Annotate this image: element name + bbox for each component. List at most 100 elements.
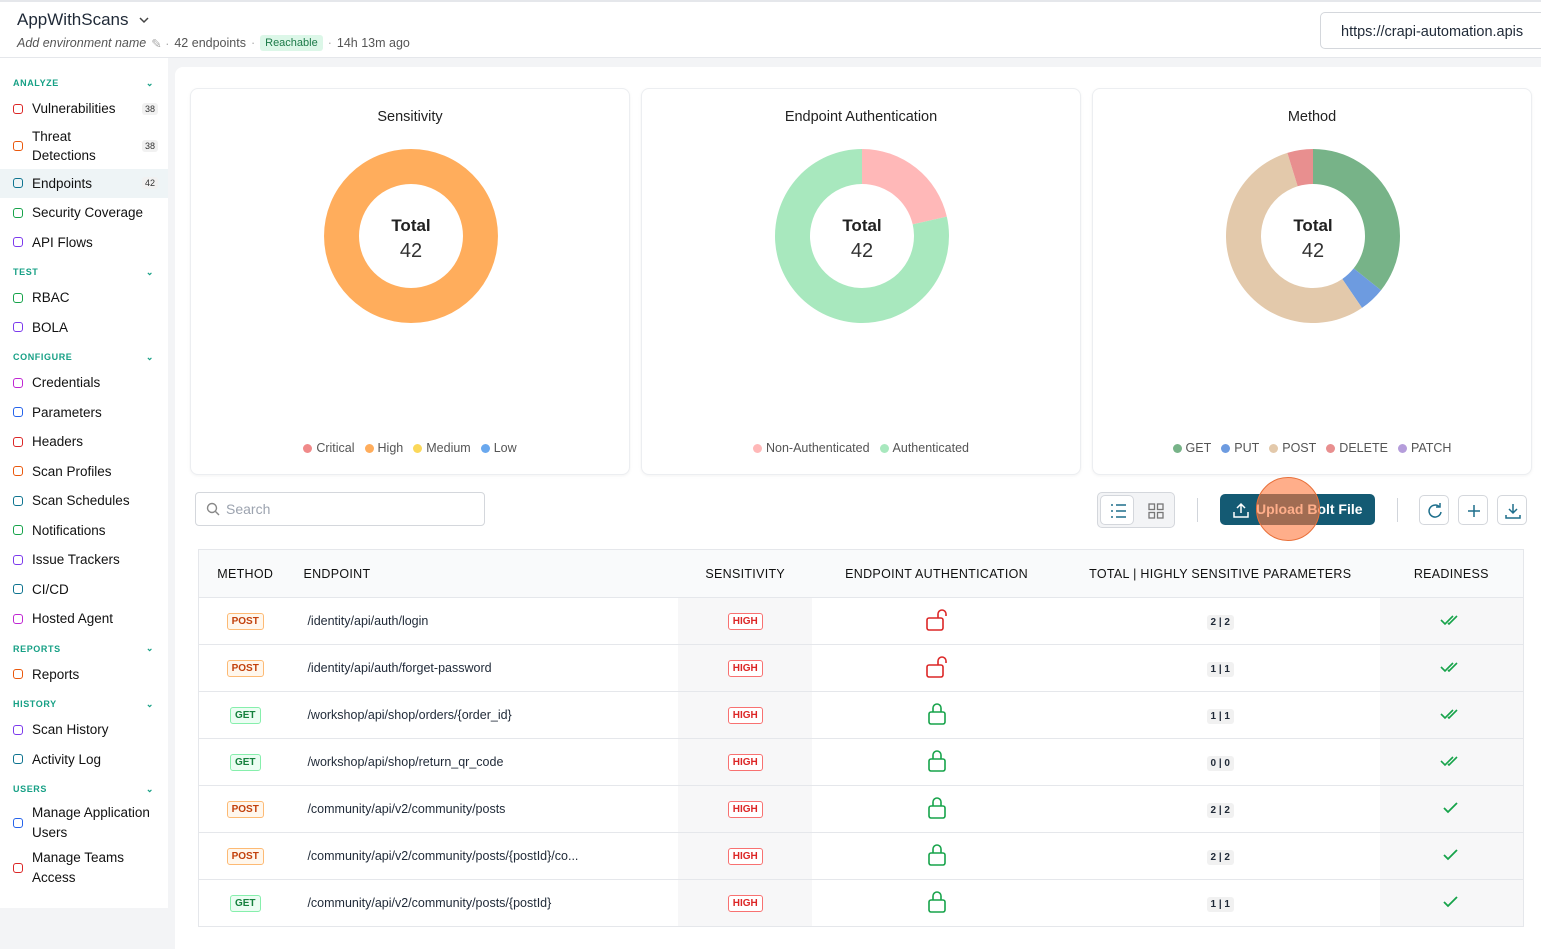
- endpoint-cell: /community/api/v2/community/posts/{postI…: [291, 879, 679, 927]
- collapse-icon[interactable]: ⌄: [145, 266, 154, 277]
- nav-icon: [13, 525, 23, 536]
- parameters-count: 1 | 1: [1206, 897, 1234, 912]
- add-button[interactable]: [1458, 495, 1488, 525]
- nav-item[interactable]: Scan Profiles: [0, 457, 168, 487]
- legend-entry[interactable]: Medium: [413, 441, 471, 455]
- sensitivity-cell: HIGH: [678, 832, 813, 880]
- column-header[interactable]: METHOD: [198, 549, 292, 598]
- center-label: Total: [1293, 216, 1332, 235]
- collapse-icon[interactable]: ⌄: [145, 351, 154, 362]
- legend-entry[interactable]: DELETE: [1326, 441, 1388, 455]
- column-header[interactable]: READINESS: [1379, 549, 1524, 598]
- list-view-button[interactable]: [1100, 495, 1134, 525]
- donut-segment: [1287, 149, 1313, 187]
- auth-cell: [812, 832, 1061, 880]
- nav-item[interactable]: Endpoints 42: [0, 168, 168, 198]
- center-value: 42: [851, 240, 873, 262]
- column-header[interactable]: TOTAL | HIGHLY SENSITIVE PARAMETERS: [1060, 549, 1380, 598]
- donut-segment: [1342, 268, 1382, 308]
- grid-view-button[interactable]: [1147, 502, 1165, 520]
- refresh-button[interactable]: [1419, 495, 1449, 525]
- collapse-icon[interactable]: ⌄: [145, 77, 154, 88]
- legend-entry[interactable]: Low: [480, 441, 517, 455]
- column-header[interactable]: SENSITIVITY: [678, 549, 813, 598]
- sensitivity-badge: HIGH: [727, 894, 763, 912]
- auth-icon: [924, 655, 950, 683]
- nav-item[interactable]: Security Coverage: [0, 198, 168, 228]
- nav-item[interactable]: Scan Schedules: [0, 486, 168, 516]
- legend-entry[interactable]: POST: [1269, 441, 1316, 455]
- table-row[interactable]: GET/community/api/v2/community/posts/{po…: [198, 879, 1524, 927]
- legend-entry[interactable]: Authenticated: [879, 441, 969, 455]
- nav-item[interactable]: Parameters: [0, 398, 168, 428]
- table-row[interactable]: GET/workshop/api/shop/orders/{order_id} H…: [198, 691, 1524, 739]
- nav-item[interactable]: API Flows: [0, 228, 168, 258]
- nav-item[interactable]: Threat Detections 38: [0, 124, 168, 169]
- nav-item[interactable]: Notifications: [0, 516, 168, 546]
- legend-entry[interactable]: Critical: [303, 441, 355, 455]
- method-cell: POST: [198, 785, 292, 833]
- nav-item[interactable]: Credentials: [0, 368, 168, 398]
- dropdown-icon[interactable]: [138, 15, 150, 25]
- auth-cell: [812, 644, 1061, 692]
- readiness-cell: [1379, 597, 1524, 645]
- download-button[interactable]: [1497, 495, 1527, 525]
- column-header[interactable]: ENDPOINT AUTHENTICATION: [812, 549, 1061, 598]
- legend-entry[interactable]: High: [364, 441, 403, 455]
- collapse-icon[interactable]: ⌄: [145, 698, 154, 709]
- legend-label: Low: [493, 441, 517, 455]
- url-box[interactable]: https://crapi-automation.apis: [1320, 12, 1541, 49]
- readiness-cell: [1379, 879, 1524, 927]
- endpoint-cell: /workshop/api/shop/return_qr_code: [291, 738, 679, 786]
- table-row[interactable]: POST/community/api/v2/community/posts HIG…: [198, 785, 1524, 833]
- section-title: CONFIGURE ⌄: [0, 346, 168, 368]
- legend-entry[interactable]: GET: [1172, 441, 1211, 455]
- nav-item[interactable]: Activity Log: [0, 745, 168, 775]
- nav-item[interactable]: BOLA: [0, 313, 168, 343]
- legend-entry[interactable]: PATCH: [1397, 441, 1451, 455]
- nav-item[interactable]: CI/CD: [0, 575, 168, 605]
- nav-item[interactable]: Scan History: [0, 715, 168, 745]
- table-row[interactable]: POST/community/api/v2/community/posts/{p…: [198, 832, 1524, 880]
- nav-item[interactable]: Manage Teams Access: [0, 845, 168, 890]
- upload-icon: [1233, 502, 1249, 518]
- separator: ·: [327, 36, 332, 50]
- search-placeholder: Search: [226, 501, 271, 517]
- legend-entry[interactable]: Non-Authenticated: [753, 441, 870, 455]
- app-title[interactable]: AppWithScans: [17, 10, 129, 29]
- collapse-icon[interactable]: ⌄: [145, 643, 154, 653]
- legend-label: Non-Authenticated: [766, 441, 870, 455]
- table-row[interactable]: GET/workshop/api/shop/return_qr_code HIGH…: [198, 738, 1524, 786]
- sensitivity-cell: HIGH: [678, 644, 813, 692]
- nav-item[interactable]: Vulnerabilities 38: [0, 94, 168, 124]
- table-row[interactable]: POST/identity/api/auth/forget-password HI…: [198, 644, 1524, 692]
- search-input[interactable]: Search: [195, 492, 485, 526]
- environment[interactable]: Add environment name: [17, 36, 147, 50]
- readiness-cell: [1379, 691, 1524, 739]
- nav-label: Activity Log: [32, 751, 102, 767]
- donut-chart: Total 42: [1226, 149, 1400, 323]
- method-badge: POST: [226, 612, 264, 630]
- auth-icon: [924, 890, 950, 918]
- nav-label: Parameters: [32, 404, 102, 420]
- nav-label: Manage Application Users: [32, 805, 150, 840]
- readiness-icon: [1440, 614, 1462, 630]
- nav-label: BOLA: [32, 319, 69, 335]
- nav-item[interactable]: Hosted Agent: [0, 604, 168, 634]
- nav-item[interactable]: Issue Trackers: [0, 545, 168, 575]
- nav-item[interactable]: RBAC: [0, 283, 168, 313]
- nav-icon: [13, 584, 23, 595]
- legend-swatch: [303, 444, 313, 453]
- legend-swatch: [1221, 444, 1231, 453]
- legend-entry[interactable]: PUT: [1221, 441, 1259, 455]
- nav-item[interactable]: Headers: [0, 427, 168, 457]
- column-header[interactable]: ENDPOINT: [291, 549, 679, 598]
- collapse-icon[interactable]: ⌄: [145, 783, 154, 794]
- nav-item[interactable]: Reports: [0, 660, 168, 690]
- nav-item[interactable]: Manage Application Users: [0, 800, 168, 845]
- section-label: HISTORY: [13, 699, 57, 709]
- separator: ·: [250, 36, 256, 50]
- table-row[interactable]: POST/identity/api/auth/login HIGH 2 | 2: [198, 597, 1524, 645]
- chart-card: Sensitivity Total 42 Critical High Medium Low: [190, 88, 630, 475]
- center-label: Total: [391, 216, 430, 235]
